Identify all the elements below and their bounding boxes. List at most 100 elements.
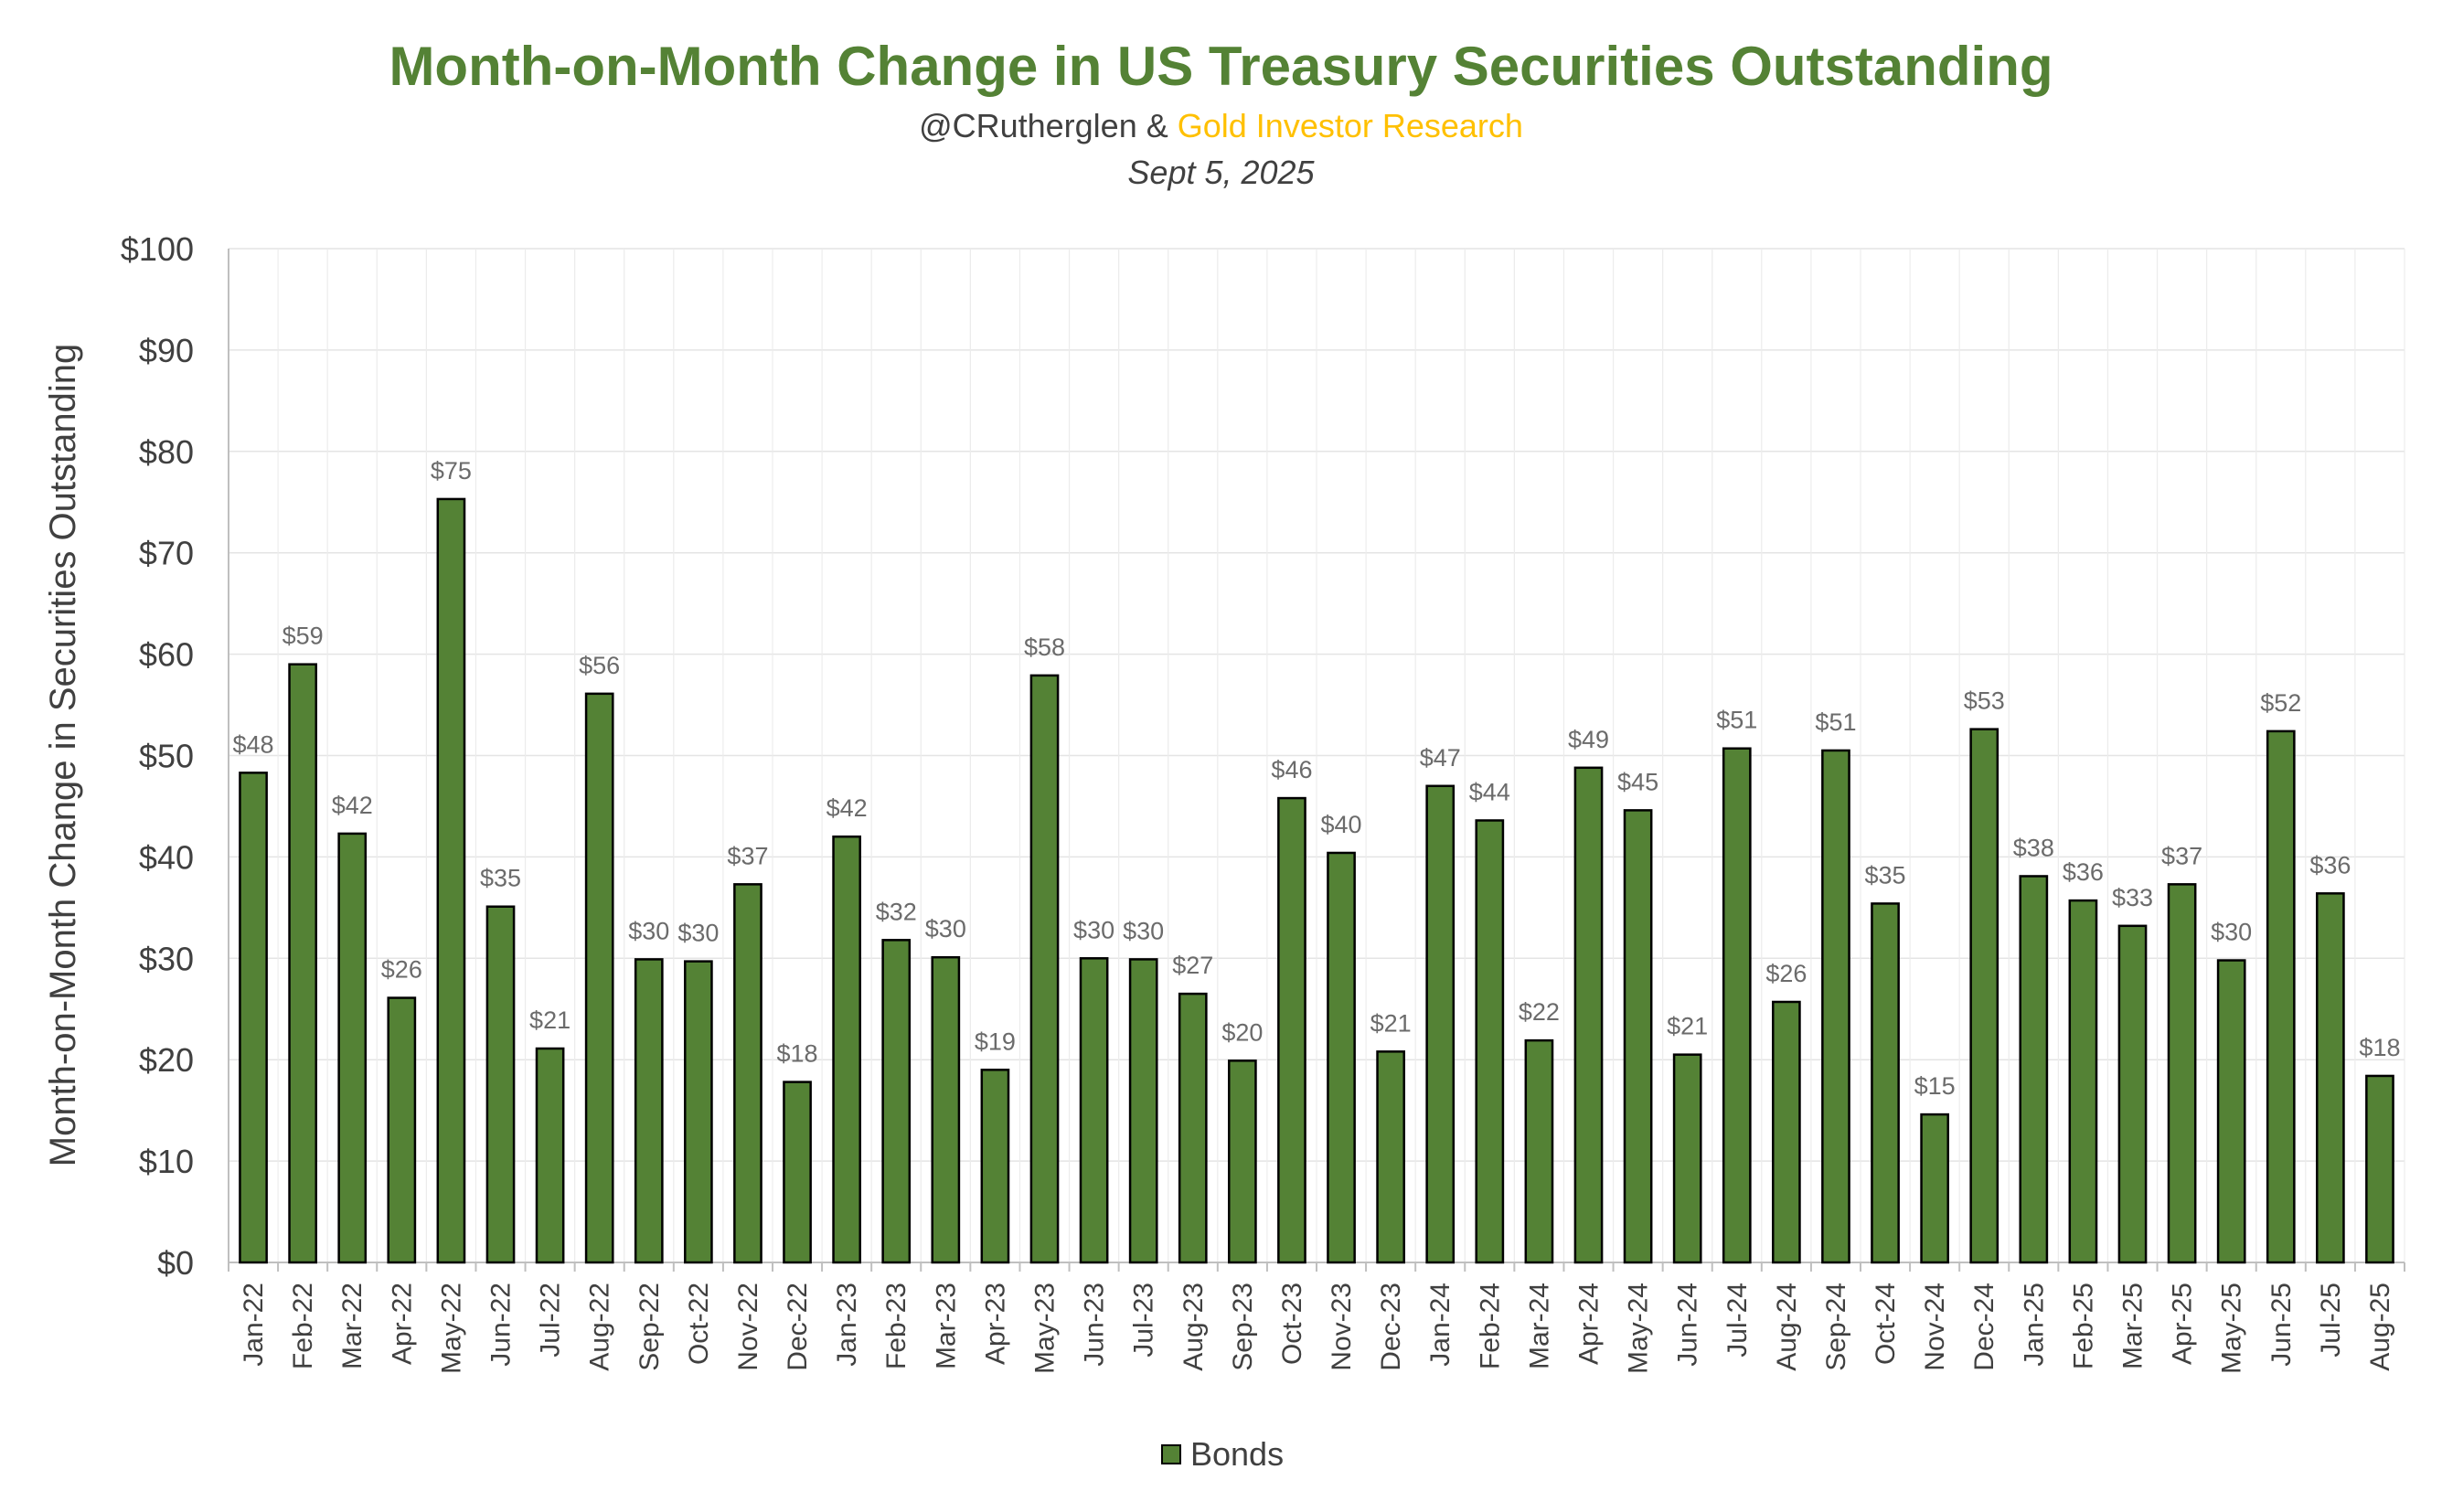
data-label-Mar-25: $33 — [2112, 884, 2153, 911]
bar-Nov-22 — [733, 883, 762, 1264]
bar-Mar-22 — [337, 832, 368, 1264]
x-tick-label-Jan-25: Jan-25 — [2019, 1283, 2049, 1367]
y-tick-label: $60 — [139, 636, 194, 674]
x-tick-label-Apr-23: Apr-23 — [980, 1283, 1010, 1365]
bar-Sep-24 — [1821, 749, 1850, 1264]
x-tick-label-Aug-25: Aug-25 — [2365, 1283, 2395, 1371]
data-label-Apr-25: $37 — [2161, 842, 2202, 869]
x-tick-label-May-24: May-24 — [1624, 1283, 1654, 1374]
bar-Aug-23 — [1178, 992, 1208, 1264]
data-label-Apr-24: $49 — [1568, 726, 1609, 753]
bar-Feb-23 — [881, 939, 912, 1264]
data-label-Sep-24: $51 — [1815, 708, 1856, 736]
bar-Jun-23 — [1079, 957, 1109, 1264]
bar-Nov-24 — [1920, 1113, 1949, 1264]
x-tick-label-Apr-24: Apr-24 — [1574, 1283, 1605, 1365]
data-label-Jul-22: $21 — [529, 1006, 571, 1034]
bar-Dec-22 — [783, 1081, 812, 1264]
data-label-Feb-25: $36 — [2063, 858, 2104, 886]
x-tick-label-Aug-24: Aug-24 — [1772, 1283, 1802, 1371]
data-label-Sep-22: $30 — [628, 917, 669, 944]
bar-Oct-24 — [1871, 902, 1900, 1264]
bar-Mar-25 — [2117, 924, 2148, 1264]
chart-subtitle: @CRutherglen & Gold Investor Research — [0, 107, 2442, 145]
bar-Jun-22 — [485, 905, 516, 1264]
bar-May-23 — [1029, 674, 1060, 1264]
y-tick-label: $90 — [139, 332, 194, 369]
bar-Jul-24 — [1722, 747, 1752, 1264]
bar-Sep-22 — [634, 958, 664, 1264]
x-tick-label-Jan-23: Jan-23 — [832, 1283, 862, 1367]
bar-Jan-24 — [1425, 784, 1456, 1264]
x-tick-label-Nov-22: Nov-22 — [733, 1283, 763, 1371]
data-label-Jan-22: $48 — [233, 730, 274, 758]
bar-Apr-23 — [980, 1069, 1010, 1264]
x-tick-label-Mar-24: Mar-24 — [1524, 1283, 1554, 1369]
x-tick-label-Dec-22: Dec-22 — [783, 1283, 813, 1371]
bars — [239, 497, 2394, 1264]
bar-Feb-24 — [1475, 819, 1505, 1264]
x-tick-label-Nov-24: Nov-24 — [1920, 1283, 1950, 1371]
bar-Aug-22 — [584, 692, 614, 1264]
bar-Jun-24 — [1672, 1053, 1702, 1264]
data-label-Feb-23: $32 — [876, 898, 917, 925]
data-label-Oct-23: $46 — [1271, 756, 1312, 783]
bar-Jan-23 — [832, 835, 861, 1264]
data-label-Apr-23: $19 — [975, 1028, 1016, 1055]
bar-May-22 — [436, 497, 466, 1264]
data-label-Jun-24: $21 — [1667, 1013, 1708, 1040]
x-tick-label-May-22: May-22 — [436, 1283, 466, 1374]
x-tick-label-Feb-24: Feb-24 — [1475, 1283, 1505, 1369]
bar-Apr-24 — [1573, 766, 1604, 1264]
data-label-Jul-25: $36 — [2309, 851, 2351, 878]
data-label-May-24: $45 — [1617, 768, 1658, 795]
y-tick-label: $10 — [139, 1143, 194, 1180]
x-tick-label-Dec-24: Dec-24 — [1969, 1283, 1999, 1371]
x-tick-label-Oct-24: Oct-24 — [1871, 1283, 1901, 1365]
data-label-Dec-24: $53 — [1964, 687, 2005, 715]
x-tick-label-Feb-23: Feb-23 — [881, 1283, 912, 1369]
bar-Dec-23 — [1376, 1050, 1405, 1264]
subtitle-source: Gold Investor Research — [1177, 107, 1523, 144]
x-tick-label-Oct-23: Oct-23 — [1277, 1283, 1307, 1365]
x-tick-label-May-25: May-25 — [2217, 1283, 2247, 1374]
data-label-Jun-25: $52 — [2260, 689, 2301, 717]
x-tick-label-Jun-25: Jun-25 — [2266, 1283, 2297, 1367]
data-label-Aug-23: $27 — [1172, 952, 1213, 979]
x-tick-labels: Jan-22 Feb-22 Mar-22 Apr-22 May-22 Jun-22 Jul-… — [239, 1283, 2395, 1374]
bar-Oct-23 — [1277, 796, 1306, 1264]
x-tick-label-Jan-22: Jan-22 — [239, 1283, 269, 1367]
data-label-Dec-23: $21 — [1370, 1009, 1412, 1037]
bar-Nov-23 — [1327, 851, 1356, 1264]
bar-Dec-24 — [1969, 728, 1999, 1264]
x-tick-label-Jul-22: Jul-22 — [536, 1283, 566, 1358]
bar-Oct-22 — [684, 960, 713, 1264]
y-tick-label: $80 — [139, 433, 194, 471]
subtitle-author: @CRutherglen & — [919, 107, 1168, 144]
data-label-Mar-24: $22 — [1519, 998, 1560, 1026]
data-label-Jan-24: $47 — [1420, 744, 1461, 772]
y-tick-label: $70 — [139, 535, 194, 572]
legend-label-bonds: Bonds — [1190, 1435, 1285, 1473]
data-label-Mar-22: $42 — [332, 792, 373, 819]
x-tick-label-Jun-23: Jun-23 — [1080, 1283, 1110, 1367]
data-label-Oct-22: $30 — [677, 920, 719, 947]
y-tick-label: $20 — [139, 1041, 194, 1079]
data-label-Jun-22: $35 — [480, 865, 521, 892]
data-label-Sep-23: $20 — [1221, 1018, 1263, 1046]
bar-May-24 — [1623, 809, 1653, 1264]
chart-date: Sept 5, 2025 — [1127, 154, 1315, 191]
bar-Apr-25 — [2167, 883, 2197, 1264]
y-tick-label: $100 — [121, 230, 194, 268]
x-tick-label-Jan-24: Jan-24 — [1425, 1283, 1456, 1367]
data-label-Jan-25: $38 — [2013, 834, 2054, 861]
x-tick-label-Jul-24: Jul-24 — [1722, 1283, 1753, 1358]
x-tick-label-Apr-22: Apr-22 — [387, 1283, 417, 1365]
data-label-Feb-22: $59 — [283, 623, 324, 650]
data-label-May-22: $75 — [431, 457, 472, 484]
data-label-May-25: $30 — [2211, 919, 2252, 946]
x-tick-label-Feb-22: Feb-22 — [288, 1283, 318, 1369]
legend: Bonds — [1161, 1435, 1284, 1474]
bar-Apr-22 — [387, 996, 417, 1264]
